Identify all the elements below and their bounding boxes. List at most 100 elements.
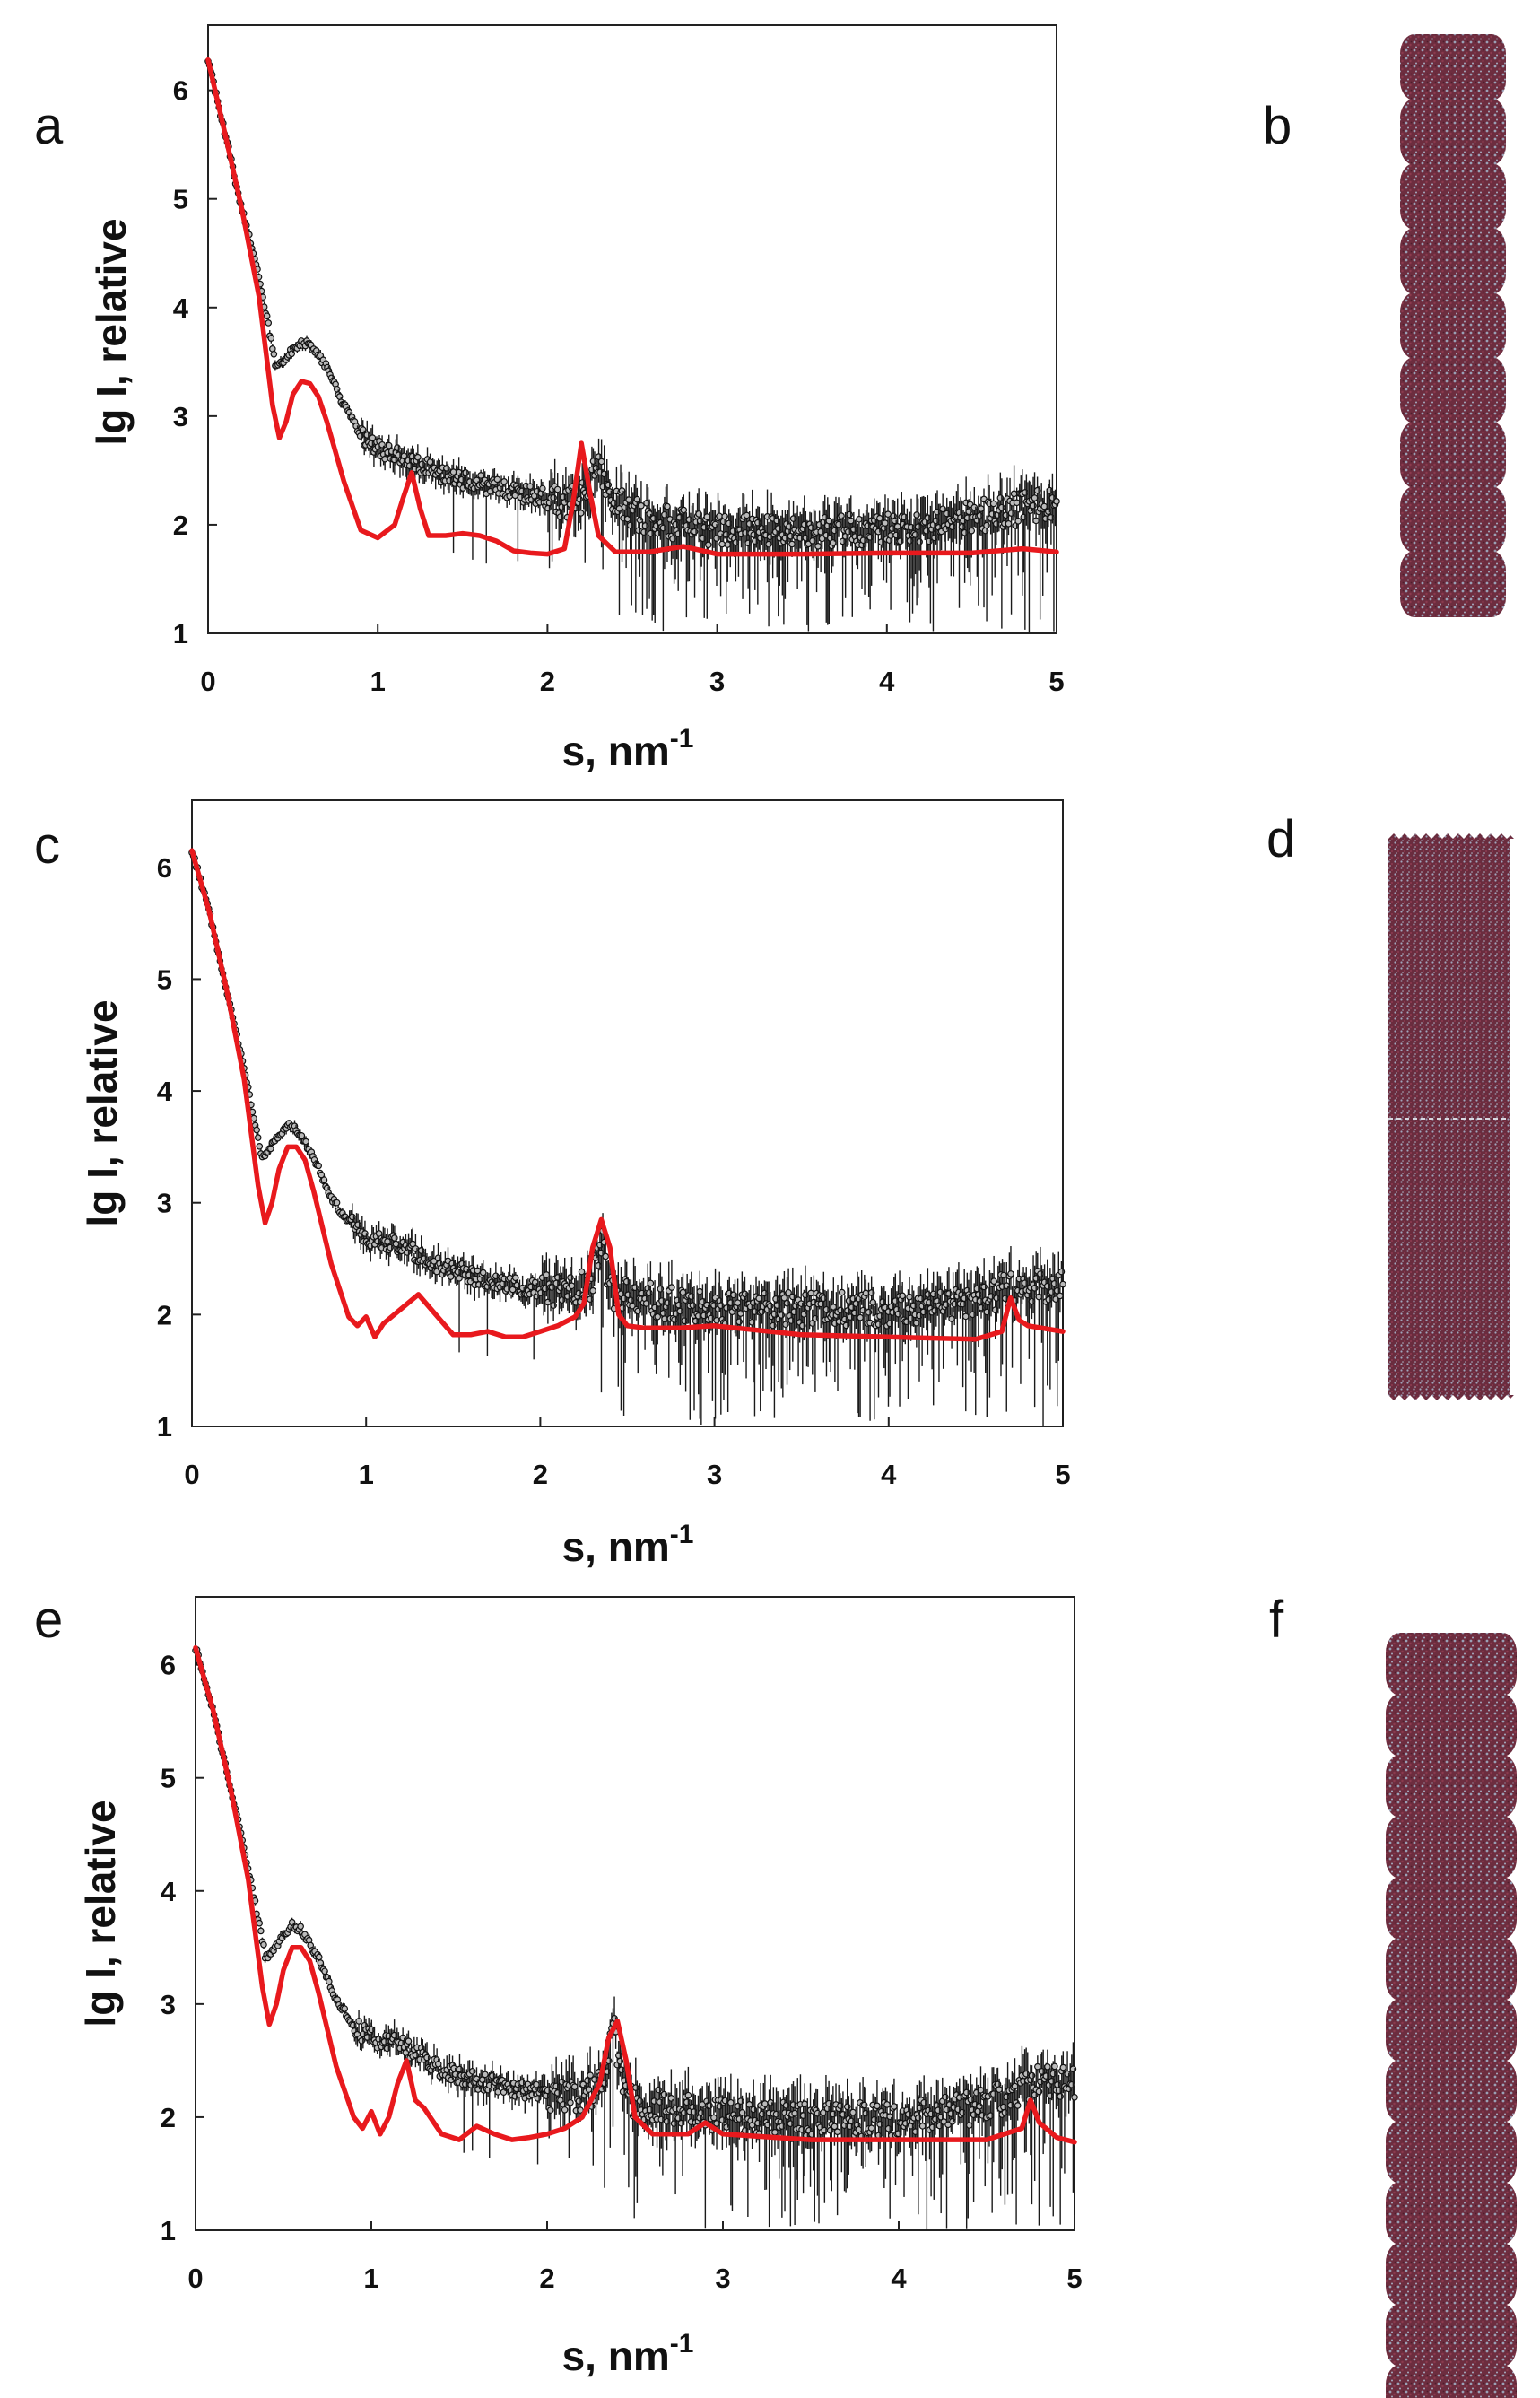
data-point [270,350,278,358]
data-point [1057,1292,1064,1300]
data-point [263,312,271,319]
data-point [414,453,422,461]
data-point [560,493,567,501]
y-tick-label: 3 [161,1989,176,2020]
ring-segment [1386,2182,1517,2245]
data-point [654,529,662,537]
panel-label-b: b [1263,97,1292,155]
data-point [685,516,693,523]
data-point [1032,517,1040,525]
data-point [831,527,839,535]
data-point [787,532,795,540]
data-point [539,484,546,493]
data-point [738,2109,746,2116]
data-point [1033,486,1041,494]
model-image-b [1400,34,1506,617]
data-point [675,513,683,521]
data-point [908,523,915,531]
data-point [254,1134,262,1141]
data-point [1022,489,1029,496]
data-point [579,479,587,486]
ring-segment [1400,34,1506,100]
data-point [996,2086,1003,2093]
data-point [633,495,641,503]
data-point [696,517,704,525]
data-point [724,541,732,548]
data-point [718,540,726,548]
data-point [931,534,938,542]
data-point [833,2128,841,2136]
data-point [567,2098,574,2106]
data-point [385,441,393,449]
data-point [755,1295,762,1303]
data-point [703,513,711,520]
data-point [605,481,613,489]
data-point [267,335,275,342]
data-point [641,522,649,529]
data-point [661,510,668,519]
data-point [977,2087,985,2094]
data-point [913,511,920,519]
data-point [553,485,561,493]
data-point [791,2109,798,2117]
y-tick-label: 2 [173,510,188,541]
data-point [363,432,371,439]
data-point [550,494,557,501]
data-point [455,468,463,476]
data-point [849,2108,857,2116]
data-point [260,1940,267,1949]
ring-segment [1400,422,1506,488]
data-point [734,1299,742,1306]
data-point [654,1312,662,1321]
data-point [434,2060,442,2068]
data-point [789,515,797,522]
data-point [958,523,966,530]
data-point [1048,514,1055,521]
x-tick-label: 0 [200,666,215,697]
data-point [1035,1293,1043,1301]
data-point [716,512,723,520]
data-point [256,1142,264,1150]
x-tick-label: 5 [1055,1459,1070,1490]
data-point [754,519,761,527]
data-point [998,503,1005,511]
data-point [1011,2082,1019,2090]
data-point [375,1230,383,1237]
ring-segment [1386,2060,1517,2123]
data-point [302,1138,309,1146]
data-point [918,2123,927,2130]
data-point [961,1312,970,1321]
data-point [333,1199,341,1207]
data-point [369,434,377,441]
ring-segment [1400,551,1506,617]
data-point [866,533,874,541]
data-point [934,508,941,516]
data-point [589,458,597,465]
x-tick-label: 3 [715,2263,730,2294]
data-point [543,1271,551,1278]
x-tick-label: 1 [370,666,386,697]
data-point [1007,510,1015,517]
data-point [949,523,956,530]
y-tick-label: 6 [157,852,172,884]
data-point [368,440,375,448]
data-point [926,537,933,545]
ring-segment [1386,2243,1517,2306]
model-image-f [1386,1633,1517,2398]
data-point [447,1273,455,1280]
data-point [589,1286,596,1295]
y-tick-label: 4 [161,1876,177,1907]
ring-segment [1386,1999,1517,2062]
data-point [256,1919,264,1927]
data-point [511,492,519,500]
data-point [626,521,634,529]
data-point [802,534,810,542]
data-point [576,495,583,503]
data-point [989,500,997,508]
data-point [511,1274,519,1282]
y-tick-label: 3 [157,1188,172,1219]
data-point [721,512,728,520]
data-point [965,508,972,515]
